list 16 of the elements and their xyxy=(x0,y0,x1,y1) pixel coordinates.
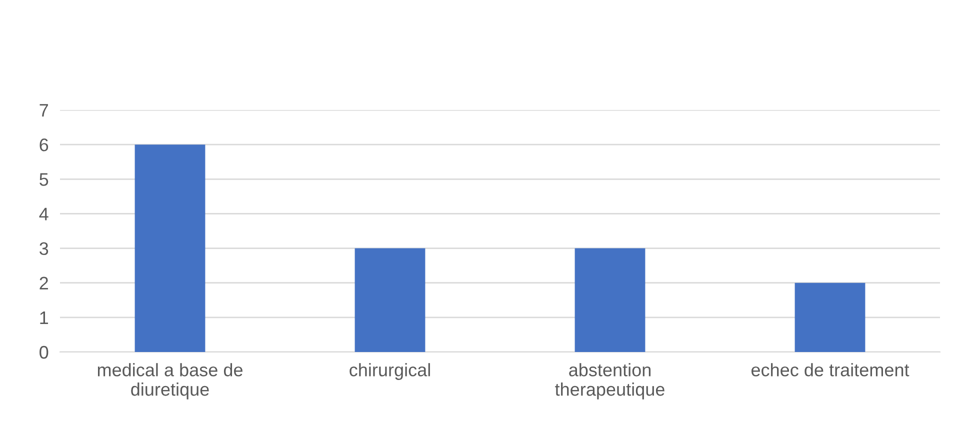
x-tick-label: echec de traitement xyxy=(751,363,910,376)
y-tick-label: 2 xyxy=(40,276,48,290)
bar xyxy=(794,282,866,352)
bar xyxy=(134,144,206,352)
bar xyxy=(354,248,426,352)
x-tick-label: chirurgical xyxy=(350,363,430,380)
y-tick-label: 5 xyxy=(40,173,48,186)
y-tick-label: 1 xyxy=(40,312,48,324)
y-tick-label: 3 xyxy=(40,242,48,256)
x-tick-label: abstention therapeutique xyxy=(555,363,664,400)
x-tick-label: medical a base de diuretique xyxy=(98,363,242,400)
y-tick-label: 0 xyxy=(40,346,48,359)
bar xyxy=(574,248,646,352)
y-tick-label: 6 xyxy=(40,138,48,152)
y-tick-label: 7 xyxy=(40,104,48,117)
y-tick-label: 4 xyxy=(39,208,48,220)
